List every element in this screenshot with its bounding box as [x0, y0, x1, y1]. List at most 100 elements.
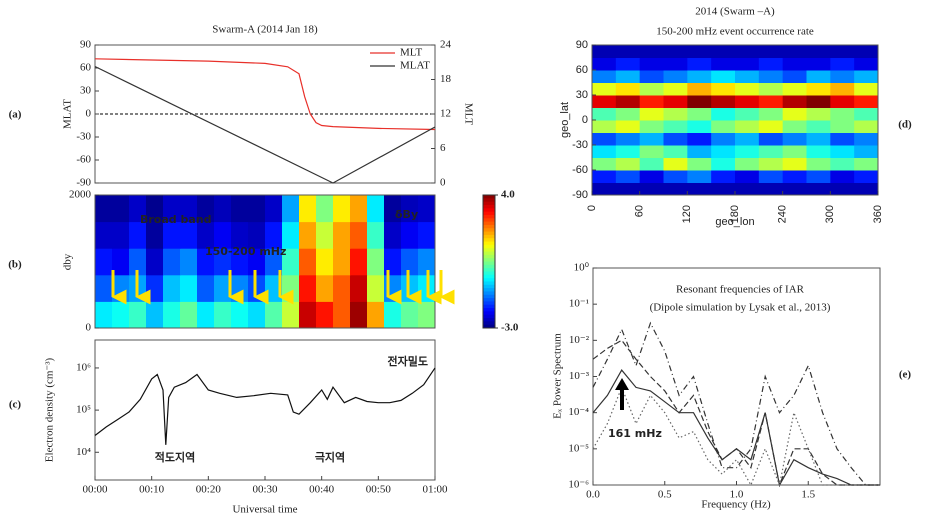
heat-cell: [367, 248, 385, 276]
heat-cell: [854, 82, 879, 96]
legend-label: MLAT: [400, 60, 430, 72]
heat-cell: [735, 182, 760, 196]
heat-cell: [615, 145, 641, 158]
heat-cell: [830, 70, 855, 83]
panel: 10⁰ 10⁻¹ 10⁻² 10⁻³ 10⁻⁴ 10⁻⁵ 10⁻⁶0.0 0.5 1.0 1.5 R…: [552, 262, 912, 511]
colorbar-step: [483, 201, 495, 206]
heat-cell: [333, 195, 351, 223]
annotation: δBy: [395, 208, 418, 221]
heat-cell: [367, 221, 385, 249]
colorbar-frame: [482, 194, 496, 329]
heat-cell: [197, 274, 215, 302]
heat-cell: [758, 45, 784, 58]
x-tick-label: 1.5: [801, 489, 815, 501]
heat-cell: [806, 57, 831, 71]
heat-cell: [180, 248, 198, 276]
heat-cell: [711, 57, 736, 71]
heat-cell: [615, 120, 641, 133]
heat-cell: [735, 107, 760, 121]
heat-cell: [782, 70, 807, 83]
heat-cell: [112, 301, 130, 329]
heat-cell: [592, 132, 617, 146]
heat-cell: [687, 157, 712, 171]
heat-cell: [854, 170, 879, 183]
y-tick-label: 90: [576, 39, 588, 51]
heat-cell: [299, 221, 317, 249]
heat-cell: [758, 107, 784, 121]
chart-title: Resonant frequencies of IAR: [676, 284, 805, 296]
heat-cell: [180, 195, 198, 223]
y-tick-label: 30: [576, 89, 588, 101]
heat-cell: [711, 107, 736, 121]
heat-cell: [735, 170, 760, 183]
colorbar-tick-label: -3.0: [501, 322, 519, 334]
colorbar-step: [483, 304, 495, 309]
y2-axis-label: MLT: [462, 103, 474, 125]
heat-cell: [639, 82, 664, 96]
colorbar-step: [483, 271, 495, 276]
heat-cell: [129, 301, 147, 329]
colorbar-step: [483, 254, 495, 259]
heat-cell: [830, 107, 855, 121]
heat-cell: [248, 195, 266, 223]
heat-cell: [163, 248, 181, 276]
heat-cell: [615, 95, 641, 108]
heat-cell: [782, 157, 807, 171]
heat-cell: [663, 145, 688, 158]
colorbar-step: [483, 244, 495, 249]
x-tick-label: 0.5: [658, 489, 672, 501]
y-tick-label: 90: [80, 39, 92, 51]
y-axis-label: Electron density (cm⁻³): [44, 357, 56, 462]
series-line: [94, 58, 436, 131]
x-axis-label: Frequency (Hz): [701, 499, 771, 511]
heat-cell: [592, 182, 617, 196]
heat-cell: [711, 132, 736, 146]
heat-cell: [350, 221, 368, 249]
heat-cell: [782, 107, 807, 121]
heat-cell: [735, 70, 760, 83]
heat-cell: [384, 221, 402, 249]
y-tick-label: 10⁵: [76, 404, 91, 416]
heat-cell: [248, 301, 266, 329]
heat-cell: [197, 301, 215, 329]
heat-cell: [687, 70, 712, 83]
heat-cell: [854, 107, 879, 121]
colorbar-step: [483, 301, 495, 306]
heat-cell: [711, 45, 736, 58]
x-tick-label: 00:40: [309, 484, 335, 496]
heat-cell: [639, 132, 664, 146]
panel-label: (a): [9, 109, 22, 121]
heat-cell: [333, 221, 351, 249]
heat-cell: [592, 145, 617, 158]
y-tick-label: 10⁻¹: [569, 298, 589, 310]
heat-cell: [333, 248, 351, 276]
x-tick-label: 00:10: [139, 484, 165, 496]
heat-cell: [758, 182, 784, 196]
heat-cell: [687, 45, 712, 58]
series-line: [94, 367, 436, 445]
heat-cell: [687, 182, 712, 196]
heat-cell: [282, 195, 300, 223]
heat-cell: [687, 107, 712, 121]
colorbar-step: [483, 204, 495, 209]
heat-cell: [830, 170, 855, 183]
chart-subtitle: 150-200 mHz event occurrence rate: [656, 26, 814, 38]
heat-cell: [231, 221, 249, 249]
y-tick-label: 10⁰: [574, 262, 590, 274]
heat-cell: [333, 274, 351, 302]
annotation: 150-200 mHz: [205, 245, 286, 258]
x-tick-label: 00:50: [366, 484, 392, 496]
heat-cell: [830, 182, 855, 196]
heat-cell: [282, 301, 300, 329]
colorbar-step: [483, 278, 495, 282]
heat-cell: [782, 57, 807, 71]
heat-cell: [231, 195, 249, 223]
heat-cell: [806, 132, 831, 146]
heat-cell: [367, 301, 385, 329]
y-tick-label: -30: [76, 131, 91, 143]
colorbar-step: [483, 294, 495, 299]
y-tick-label: 60: [80, 62, 92, 74]
x-tick-label: 00:00: [82, 484, 108, 496]
heat-cell: [615, 45, 641, 58]
